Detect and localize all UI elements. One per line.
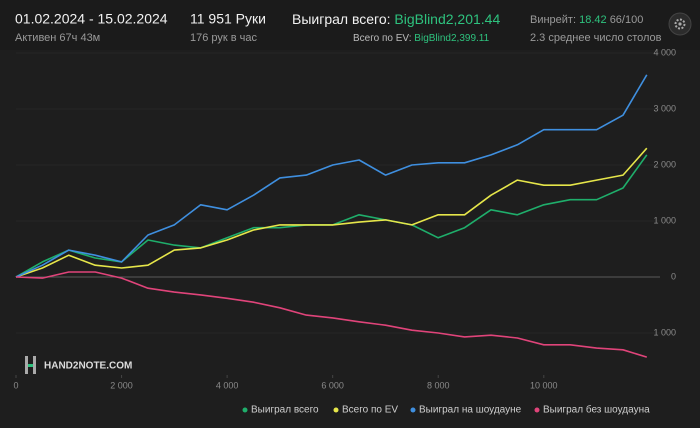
logo-text: HAND2NOTE.COM [44, 361, 132, 372]
x-tick-label: 2 000 [110, 380, 133, 390]
series-line [15, 74, 648, 278]
legend-label: Выиграл всего [251, 405, 319, 416]
tables: 2.3 среднее число столов [530, 32, 662, 44]
series-line [15, 271, 648, 358]
x-tick-label: 6 000 [321, 380, 344, 390]
y-tick-label: 2 000 [653, 159, 676, 169]
legend-item: Выиграл на шоудауне [410, 405, 522, 416]
ev-total-label: Всего по EV: [353, 33, 412, 44]
active-time: Активен 67ч 43м [15, 32, 100, 44]
legend-item: Выиграл без шоудауна [534, 404, 650, 416]
legend-swatch [410, 407, 416, 413]
legend-item: Выиграл всего [242, 405, 319, 416]
legend-swatch [242, 407, 248, 413]
x-tick-label: 4 000 [216, 380, 239, 390]
winrate-label: Винрейт: [530, 14, 576, 26]
legend-label: Выиграл на шоудауне [419, 405, 522, 416]
hands: 11 951 Руки [190, 11, 266, 27]
legend-label: Всего по EV [342, 405, 398, 416]
legend-label: Выиграл без шоудауна [543, 404, 650, 416]
y-tick-label: 1 000 [653, 215, 676, 225]
y-tick-label: 3 000 [653, 103, 676, 113]
winrate-unit: 66/100 [610, 14, 644, 26]
won-total-value: BigBlind2,201.44 [394, 11, 500, 27]
legend-swatch [534, 407, 540, 413]
ev-total: Всего по EV: BigBlind2,399.11 [353, 33, 490, 44]
y-tick-label: 1 000 [653, 327, 676, 337]
winrate: Винрейт: 18.42 66/100 [530, 14, 643, 26]
legend-item: Всего по EV [333, 405, 398, 416]
chart-panel [0, 50, 700, 428]
y-tick-label: 4 000 [653, 47, 676, 57]
y-tick-label: 0 [671, 271, 676, 281]
won-total-label: Выиграл всего: [292, 11, 391, 27]
series-line [15, 147, 648, 278]
hands-per-hour: 176 рук в час [190, 32, 258, 44]
date-range: 01.02.2024 - 15.02.2024 [15, 11, 168, 27]
logo: HAND2NOTE.COM [25, 356, 132, 374]
x-tick-label: 8 000 [427, 380, 450, 390]
ev-total-value: BigBlind2,399.11 [414, 33, 489, 44]
won-total: Выиграл всего: BigBlind2,201.44 [292, 11, 500, 27]
legend-swatch [333, 407, 339, 413]
x-tick-label: 0 [13, 380, 18, 390]
x-tick-label: 10 000 [530, 380, 558, 390]
winrate-value: 18.42 [579, 14, 607, 26]
settings-button[interactable] [668, 12, 692, 36]
